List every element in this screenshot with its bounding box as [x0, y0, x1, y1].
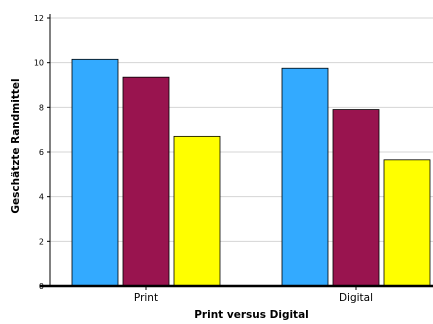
y-tick-label: 0 [39, 282, 44, 291]
y-axis-title: Geschätzte Randmittel [10, 78, 22, 213]
y-tick-label: 12 [34, 14, 44, 23]
bars [71, 58, 431, 287]
y-tick-label: 2 [39, 237, 44, 246]
bar-print-series-1 [71, 58, 119, 287]
y-tick-label: 8 [39, 103, 44, 112]
x-tick-label-digital: Digital [339, 292, 373, 304]
bar-digital-series-1 [281, 67, 329, 287]
bar-digital-series-2 [332, 109, 380, 287]
y-tick-label: 10 [34, 59, 44, 68]
y-tick-labels: 0 2 4 6 8 10 12 [34, 14, 50, 291]
axes [40, 14, 433, 288]
x-tick-label-print: Print [134, 292, 158, 304]
y-tick-label: 4 [39, 193, 44, 202]
x-tick-labels: Print Digital [134, 286, 373, 304]
x-axis-title: Print versus Digital [194, 309, 309, 321]
bar-print-series-3 [173, 135, 221, 287]
y-tick-label: 6 [39, 148, 44, 157]
bar-digital-series-3 [383, 159, 431, 287]
bar-print-series-2 [122, 76, 170, 287]
